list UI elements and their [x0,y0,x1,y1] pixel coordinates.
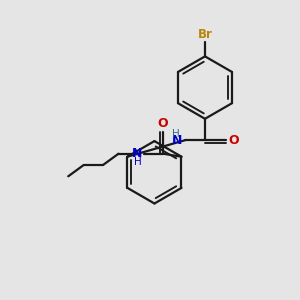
Text: H: H [134,157,142,167]
Text: Br: Br [197,28,212,40]
Text: H: H [172,129,179,139]
Text: O: O [229,134,239,147]
Text: O: O [158,117,168,130]
Text: N: N [172,134,182,147]
Text: N: N [132,147,142,160]
